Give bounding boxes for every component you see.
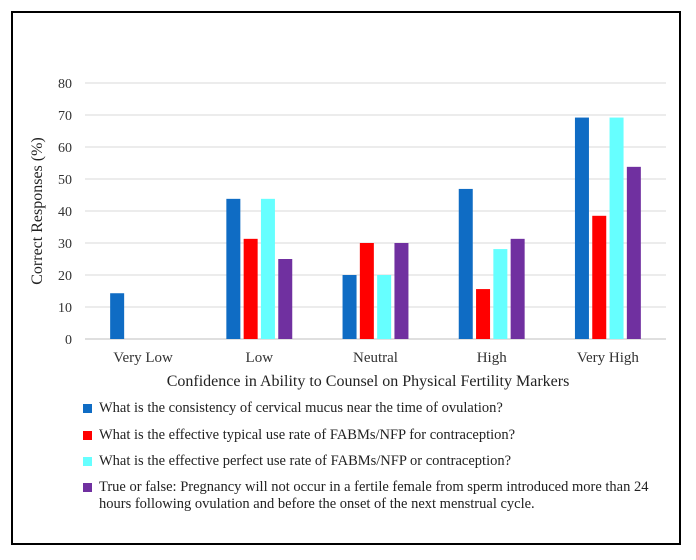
legend: What is the consistency of cervical mucu… — [83, 400, 653, 522]
y-tick-labels: 0 10 20 30 40 50 60 70 80 — [58, 77, 72, 348]
y-tick-label: 50 — [58, 173, 72, 188]
x-tick-label: Very Low — [113, 350, 173, 366]
y-tick-label: 60 — [58, 141, 72, 156]
legend-item: What is the effective perfect use rate o… — [83, 453, 653, 470]
bar — [510, 238, 525, 339]
bar — [493, 249, 508, 339]
bar — [592, 215, 607, 339]
bar — [476, 289, 491, 339]
y-tick-label: 40 — [58, 205, 72, 220]
bars — [110, 117, 641, 339]
bar — [342, 275, 357, 339]
legend-item: True or false: Pregnancy will not occur … — [83, 479, 653, 513]
legend-item: What is the consistency of cervical mucu… — [83, 400, 653, 417]
bar — [574, 117, 589, 339]
y-tick-label: 80 — [58, 77, 72, 92]
bar-chart: 0 10 20 30 40 50 60 70 80 Very Low Low Neutral High… — [29, 77, 666, 390]
bar — [110, 293, 125, 339]
bar — [278, 259, 293, 339]
y-tick-label: 70 — [58, 109, 72, 124]
y-tick-label: 10 — [58, 301, 72, 316]
legend-swatch — [83, 457, 92, 466]
gridlines — [85, 82, 666, 340]
legend-swatch — [83, 404, 92, 413]
legend-swatch — [83, 483, 92, 492]
x-axis-label: Confidence in Ability to Counsel on Phys… — [167, 373, 570, 390]
x-tick-labels: Very Low Low Neutral High Very High — [113, 350, 639, 366]
x-tick-label: High — [477, 350, 508, 366]
x-tick-label: Low — [246, 350, 274, 366]
legend-label: What is the consistency of cervical mucu… — [99, 400, 503, 416]
x-tick-label: Very High — [577, 350, 640, 366]
bar — [609, 117, 624, 339]
x-tick-label: Neutral — [353, 350, 398, 366]
bar — [359, 243, 374, 339]
bar — [377, 275, 392, 339]
legend-label: What is the effective perfect use rate o… — [99, 453, 512, 469]
y-tick-label: 20 — [58, 269, 72, 284]
bar — [260, 198, 275, 339]
bar — [243, 238, 258, 339]
y-tick-label: 30 — [58, 237, 72, 252]
bar — [394, 243, 409, 339]
legend-swatch — [83, 431, 92, 440]
legend-label: What is the effective typical use rate o… — [99, 427, 516, 443]
bar — [226, 198, 241, 339]
legend-label: True or false: Pregnancy will not occur … — [99, 479, 649, 512]
y-tick-label: 0 — [65, 333, 72, 348]
bar — [626, 166, 641, 339]
y-axis-label: Correct Responses (%) — [29, 137, 46, 285]
bar — [458, 188, 473, 339]
legend-item: What is the effective typical use rate o… — [83, 427, 653, 444]
